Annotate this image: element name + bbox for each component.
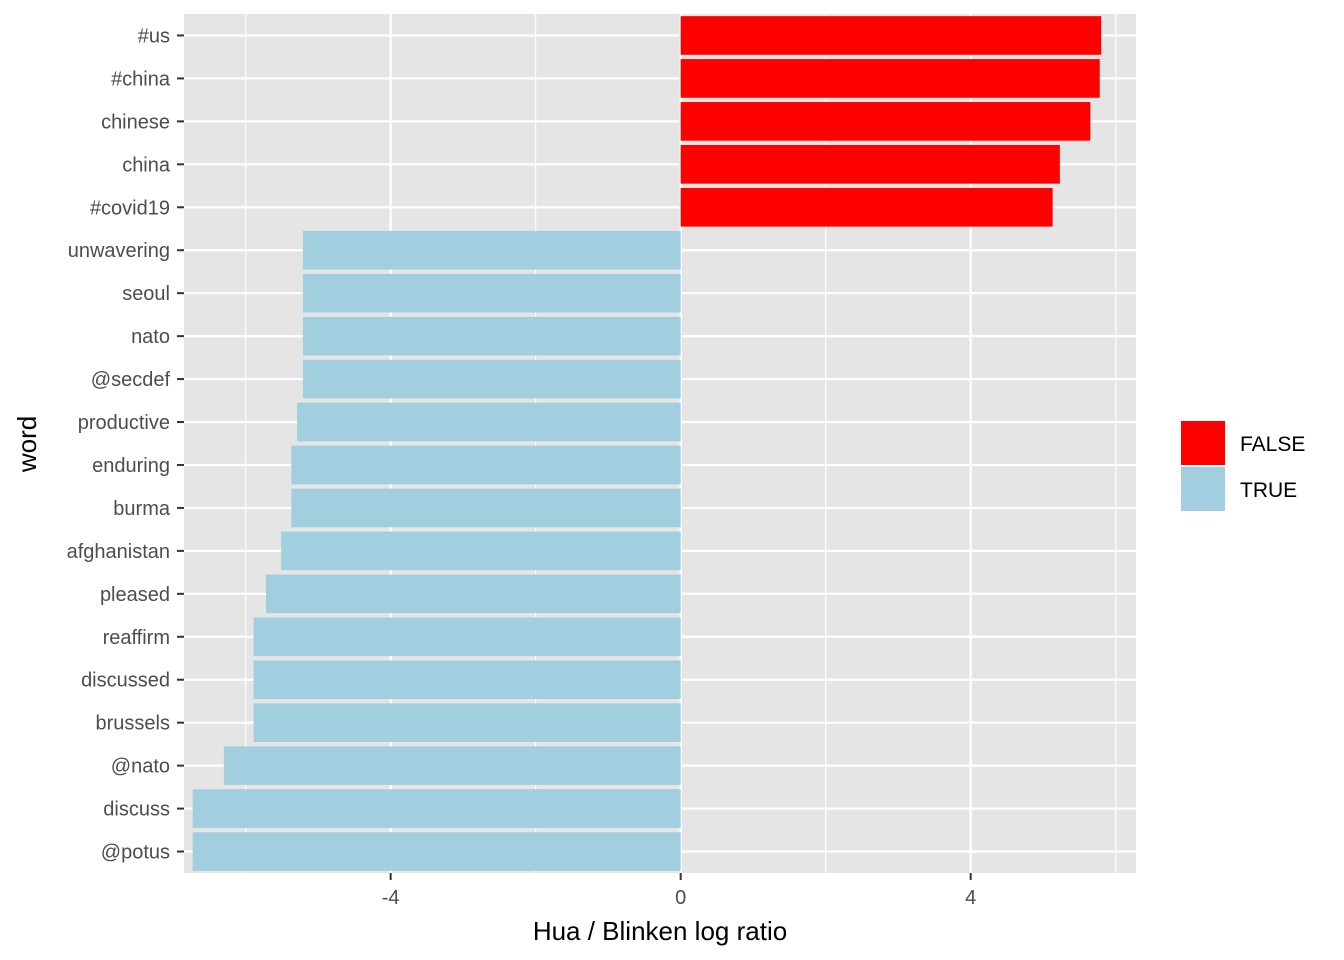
y-axis: #us #china chinese china #covid19 unwavering s… xyxy=(67,25,184,864)
bar-burma xyxy=(291,488,681,528)
y-tick-label: @potus xyxy=(101,842,170,864)
y-tick-label: @nato xyxy=(111,756,170,778)
y-axis-title: word xyxy=(12,416,42,473)
bar-@secdef xyxy=(302,359,681,399)
legend: FALSE TRUE xyxy=(1181,421,1305,511)
y-tick-label: productive xyxy=(78,412,170,434)
y-tick-label: #us xyxy=(138,25,170,47)
bar-#us xyxy=(680,16,1102,55)
y-tick-label: nato xyxy=(131,326,170,348)
x-tick-label: -4 xyxy=(382,887,400,909)
y-tick-label: china xyxy=(122,154,171,176)
legend-label: TRUE xyxy=(1240,479,1297,502)
x-axis: -4 0 4 xyxy=(382,873,976,909)
y-tick-label: #covid19 xyxy=(90,197,170,219)
bar-discussed xyxy=(253,660,681,700)
bar-afghanistan xyxy=(281,531,681,571)
x-axis-title: Hua / Blinken log ratio xyxy=(533,916,787,946)
y-tick-label: reaffirm xyxy=(103,627,170,649)
bar-enduring xyxy=(291,445,681,485)
bar-#covid19 xyxy=(680,187,1053,227)
y-tick-label: burma xyxy=(113,498,171,520)
legend-key-TRUE xyxy=(1181,467,1225,511)
y-tick-label: enduring xyxy=(92,455,170,477)
y-tick-label: chinese xyxy=(101,111,170,133)
y-tick-label: #china xyxy=(111,68,171,90)
y-tick-label: discuss xyxy=(103,799,170,821)
bar-nato xyxy=(302,316,681,356)
x-tick-label: 4 xyxy=(965,887,976,909)
bar-#china xyxy=(680,59,1100,98)
bar-chinese xyxy=(680,102,1091,141)
bar-productive xyxy=(297,402,681,442)
bar-seoul xyxy=(302,273,681,313)
y-tick-label: seoul xyxy=(122,283,170,305)
plot-panel xyxy=(184,14,1136,873)
legend-key-FALSE xyxy=(1181,421,1225,465)
bar-discuss xyxy=(192,789,681,828)
y-tick-label: unwavering xyxy=(68,240,170,262)
y-tick-label: discussed xyxy=(81,670,170,692)
y-tick-label: pleased xyxy=(100,584,170,606)
y-tick-label: brussels xyxy=(96,713,170,735)
bar-reaffirm xyxy=(253,617,681,657)
bar-@potus xyxy=(192,832,681,871)
bars xyxy=(192,16,1102,871)
bar-@nato xyxy=(223,746,681,785)
y-tick-label: @secdef xyxy=(91,369,171,391)
y-tick-label: afghanistan xyxy=(67,541,170,563)
bar-unwavering xyxy=(302,230,681,270)
bar-brussels xyxy=(253,703,681,743)
legend-label: FALSE xyxy=(1240,433,1305,456)
bar-pleased xyxy=(265,574,681,614)
bar-china xyxy=(680,144,1060,184)
x-tick-label: 0 xyxy=(675,887,686,909)
